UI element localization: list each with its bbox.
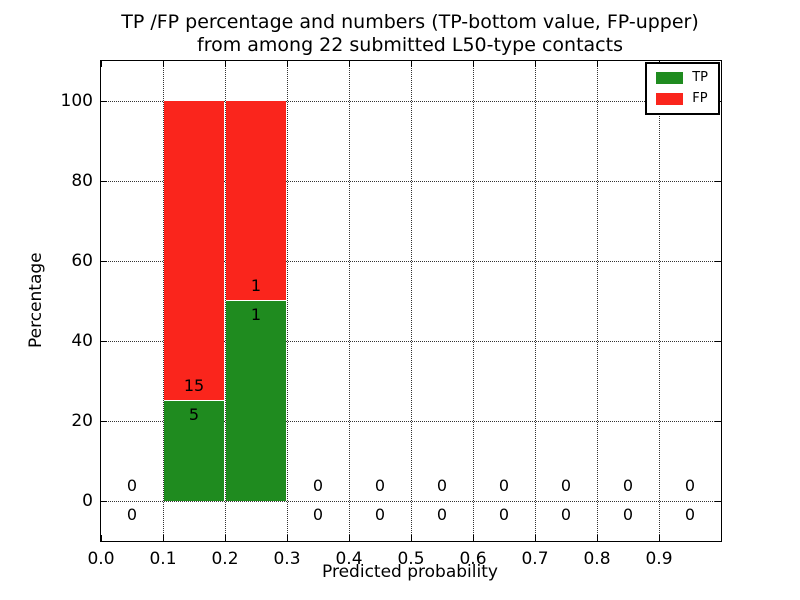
bar-fp <box>226 101 286 300</box>
tp-count-label: 0 <box>126 505 138 524</box>
x-tick-label: 0.6 <box>459 549 487 569</box>
gridline-vertical <box>163 61 164 541</box>
y-tick-right <box>715 180 721 182</box>
x-tick-label: 0.3 <box>273 549 301 569</box>
x-tick-bottom <box>534 535 536 541</box>
legend-entry-fp: FP <box>656 92 708 105</box>
x-tick-label: 0.2 <box>211 549 239 569</box>
x-tick-bottom <box>596 535 598 541</box>
y-tick-left <box>101 340 107 342</box>
fp-count-label: 0 <box>684 476 696 495</box>
gridline-vertical <box>535 61 536 541</box>
x-tick-label: 0.5 <box>397 549 425 569</box>
tp-count-label: 0 <box>560 505 572 524</box>
y-tick-label: 80 <box>71 171 93 191</box>
x-tick-label: 0.7 <box>521 549 549 569</box>
y-tick-label: 20 <box>71 411 93 431</box>
tp-count-label: 0 <box>374 505 386 524</box>
x-tick-bottom <box>224 535 226 541</box>
fp-count-label: 0 <box>560 476 572 495</box>
x-tick-top <box>410 61 412 67</box>
bar-fp <box>164 101 224 400</box>
fp-count-label: 0 <box>436 476 448 495</box>
legend-swatch-tp <box>656 71 684 84</box>
y-tick-left <box>101 500 107 502</box>
tp-count-label: 0 <box>622 505 634 524</box>
x-tick-top <box>286 61 288 67</box>
fp-count-label: 0 <box>622 476 634 495</box>
fp-count-label: 0 <box>498 476 510 495</box>
gridline-vertical <box>287 61 288 541</box>
y-tick-right <box>715 420 721 422</box>
gridline-vertical <box>659 61 660 541</box>
x-tick-top <box>224 61 226 67</box>
tp-count-label: 0 <box>312 505 324 524</box>
chart-title: TP /FP percentage and numbers (TP-bottom… <box>100 11 720 57</box>
x-tick-label: 0.4 <box>335 549 363 569</box>
gridline-vertical <box>349 61 350 541</box>
tp-count-label: 0 <box>684 505 696 524</box>
legend-swatch-fp <box>656 92 684 105</box>
x-tick-label: 0.1 <box>149 549 177 569</box>
y-tick-right <box>715 260 721 262</box>
x-tick-top <box>534 61 536 67</box>
y-axis-label: Percentage <box>26 252 46 348</box>
y-tick-left <box>101 100 107 102</box>
x-axis-label: Predicted probability <box>322 562 498 582</box>
gridline-vertical <box>225 61 226 541</box>
x-tick-bottom <box>100 535 102 541</box>
y-tick-left <box>101 260 107 262</box>
legend-entry-tp: TP <box>656 71 708 84</box>
plot-area: 0 0 15 5 1 1 0 0 0 0 0 0 0 0 0 0 0 0 0 0 TP FP 0 20 40 60 80 100… <box>61 60 722 569</box>
x-tick-bottom <box>348 535 350 541</box>
gridline-vertical <box>473 61 474 541</box>
tp-count-label: 5 <box>188 405 200 424</box>
x-tick-bottom <box>472 535 474 541</box>
tp-count-label: 0 <box>436 505 448 524</box>
x-tick-bottom <box>658 535 660 541</box>
x-tick-label: 0.9 <box>645 549 673 569</box>
x-tick-label: 0.0 <box>87 549 115 569</box>
x-tick-top <box>100 61 102 67</box>
x-tick-label: 0.8 <box>583 549 611 569</box>
legend-label-tp: TP <box>692 70 708 85</box>
x-tick-bottom <box>286 535 288 541</box>
legend-label-fp: FP <box>692 91 708 106</box>
chart-title-line2: from among 22 submitted L50-type contact… <box>197 34 623 56</box>
x-tick-top <box>472 61 474 67</box>
y-tick-label: 0 <box>82 491 93 511</box>
fp-count-label: 0 <box>374 476 386 495</box>
y-tick-left <box>101 420 107 422</box>
fp-count-label: 0 <box>126 476 138 495</box>
tp-count-label: 1 <box>250 305 262 324</box>
bar-tp <box>164 401 224 501</box>
x-tick-bottom <box>410 535 412 541</box>
x-tick-bottom <box>162 535 164 541</box>
y-tick-right <box>715 340 721 342</box>
y-tick-right <box>715 500 721 502</box>
fp-count-label: 0 <box>312 476 324 495</box>
y-tick-label: 100 <box>60 91 93 111</box>
y-tick-left <box>101 180 107 182</box>
y-tick-label: 40 <box>71 331 93 351</box>
tp-count-label: 0 <box>498 505 510 524</box>
chart-title-line1: TP /FP percentage and numbers (TP-bottom… <box>121 11 699 33</box>
gridline-vertical <box>411 61 412 541</box>
x-tick-top <box>348 61 350 67</box>
bar-tp <box>226 301 286 501</box>
y-tick-label: 60 <box>71 251 93 271</box>
gridline-vertical <box>597 61 598 541</box>
fp-count-label: 1 <box>250 276 262 295</box>
legend: TP FP <box>645 62 720 115</box>
x-tick-top <box>162 61 164 67</box>
x-tick-top <box>596 61 598 67</box>
fp-count-label: 15 <box>183 376 205 395</box>
